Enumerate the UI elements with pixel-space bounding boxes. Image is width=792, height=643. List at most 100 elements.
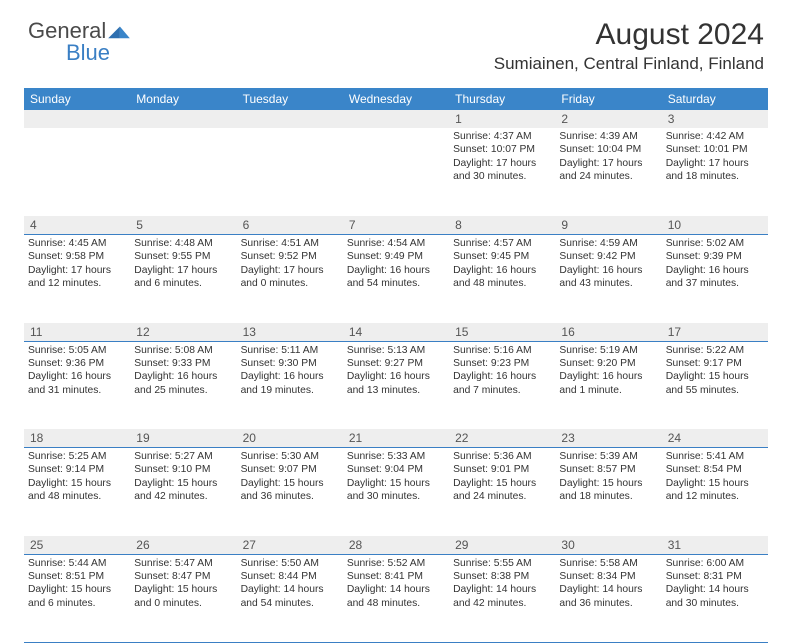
weekday-header: Friday	[555, 88, 661, 110]
day-details: Sunrise: 5:58 AMSunset: 8:34 PMDaylight:…	[559, 557, 657, 611]
sunset-line: Sunset: 9:58 PM	[28, 250, 126, 263]
sunrise-line: Sunrise: 5:50 AM	[241, 557, 339, 570]
day-number-row: 45678910	[24, 216, 768, 235]
day-cell: Sunrise: 5:33 AMSunset: 9:04 PMDaylight:…	[343, 448, 449, 536]
daylight1-line: Daylight: 15 hours	[134, 477, 232, 490]
daylight1-line: Daylight: 15 hours	[666, 370, 764, 383]
day-number: 9	[555, 216, 661, 235]
daylight2-line: and 12 minutes.	[28, 277, 126, 290]
sunset-line: Sunset: 9:45 PM	[453, 250, 551, 263]
day-cell: Sunrise: 5:41 AMSunset: 8:54 PMDaylight:…	[662, 448, 768, 536]
daylight1-line: Daylight: 16 hours	[453, 264, 551, 277]
day-number: 2	[555, 110, 661, 128]
day-cell: Sunrise: 4:39 AMSunset: 10:04 PMDaylight…	[555, 128, 661, 216]
day-cell: Sunrise: 4:57 AMSunset: 9:45 PMDaylight:…	[449, 235, 555, 323]
day-number: 24	[662, 429, 768, 448]
day-number: 26	[130, 536, 236, 555]
day-details: Sunrise: 5:30 AMSunset: 9:07 PMDaylight:…	[241, 450, 339, 504]
daylight2-line: and 37 minutes.	[666, 277, 764, 290]
daylight2-line: and 48 minutes.	[347, 597, 445, 610]
day-number	[343, 110, 449, 128]
day-cell: Sunrise: 5:50 AMSunset: 8:44 PMDaylight:…	[237, 554, 343, 642]
daylight2-line: and 36 minutes.	[559, 597, 657, 610]
day-details: Sunrise: 4:42 AMSunset: 10:01 PMDaylight…	[666, 130, 764, 184]
day-number: 1	[449, 110, 555, 128]
sunset-line: Sunset: 9:39 PM	[666, 250, 764, 263]
brand-word2: Blue	[66, 40, 130, 66]
day-cell: Sunrise: 4:54 AMSunset: 9:49 PMDaylight:…	[343, 235, 449, 323]
daylight1-line: Daylight: 17 hours	[28, 264, 126, 277]
sunrise-line: Sunrise: 5:08 AM	[134, 344, 232, 357]
day-number: 17	[662, 323, 768, 342]
daylight1-line: Daylight: 15 hours	[28, 583, 126, 596]
sunset-line: Sunset: 9:30 PM	[241, 357, 339, 370]
daylight2-line: and 55 minutes.	[666, 384, 764, 397]
day-details: Sunrise: 5:05 AMSunset: 9:36 PMDaylight:…	[28, 344, 126, 398]
day-number: 29	[449, 536, 555, 555]
day-cell: Sunrise: 5:55 AMSunset: 8:38 PMDaylight:…	[449, 554, 555, 642]
sunset-line: Sunset: 8:57 PM	[559, 463, 657, 476]
sunrise-line: Sunrise: 5:44 AM	[28, 557, 126, 570]
sunset-line: Sunset: 9:14 PM	[28, 463, 126, 476]
daylight1-line: Daylight: 16 hours	[559, 370, 657, 383]
week-row: Sunrise: 4:45 AMSunset: 9:58 PMDaylight:…	[24, 235, 768, 323]
sunset-line: Sunset: 10:04 PM	[559, 143, 657, 156]
week-row: Sunrise: 4:37 AMSunset: 10:07 PMDaylight…	[24, 128, 768, 216]
day-cell: Sunrise: 5:02 AMSunset: 9:39 PMDaylight:…	[662, 235, 768, 323]
day-cell: Sunrise: 5:39 AMSunset: 8:57 PMDaylight:…	[555, 448, 661, 536]
weekday-header: Saturday	[662, 88, 768, 110]
day-details: Sunrise: 5:02 AMSunset: 9:39 PMDaylight:…	[666, 237, 764, 291]
daylight1-line: Daylight: 15 hours	[559, 477, 657, 490]
sunrise-line: Sunrise: 4:37 AM	[453, 130, 551, 143]
daylight1-line: Daylight: 16 hours	[453, 370, 551, 383]
brand-logo: General Blue	[28, 18, 130, 66]
weekday-header: Tuesday	[237, 88, 343, 110]
daylight1-line: Daylight: 16 hours	[241, 370, 339, 383]
sunset-line: Sunset: 9:04 PM	[347, 463, 445, 476]
day-details: Sunrise: 5:36 AMSunset: 9:01 PMDaylight:…	[453, 450, 551, 504]
sunrise-line: Sunrise: 4:45 AM	[28, 237, 126, 250]
sunrise-line: Sunrise: 5:05 AM	[28, 344, 126, 357]
week-row: Sunrise: 5:05 AMSunset: 9:36 PMDaylight:…	[24, 341, 768, 429]
sunset-line: Sunset: 8:34 PM	[559, 570, 657, 583]
sunset-line: Sunset: 9:07 PM	[241, 463, 339, 476]
daylight1-line: Daylight: 17 hours	[453, 157, 551, 170]
daylight2-line: and 48 minutes.	[28, 490, 126, 503]
daylight2-line: and 54 minutes.	[347, 277, 445, 290]
day-details: Sunrise: 4:57 AMSunset: 9:45 PMDaylight:…	[453, 237, 551, 291]
day-details: Sunrise: 5:16 AMSunset: 9:23 PMDaylight:…	[453, 344, 551, 398]
day-number: 18	[24, 429, 130, 448]
daylight1-line: Daylight: 15 hours	[28, 477, 126, 490]
day-number: 8	[449, 216, 555, 235]
sunset-line: Sunset: 9:55 PM	[134, 250, 232, 263]
week-row: Sunrise: 5:44 AMSunset: 8:51 PMDaylight:…	[24, 554, 768, 642]
sunset-line: Sunset: 9:20 PM	[559, 357, 657, 370]
daylight1-line: Daylight: 15 hours	[666, 477, 764, 490]
day-number: 28	[343, 536, 449, 555]
sunset-line: Sunset: 9:23 PM	[453, 357, 551, 370]
daylight2-line: and 12 minutes.	[666, 490, 764, 503]
day-cell: Sunrise: 4:51 AMSunset: 9:52 PMDaylight:…	[237, 235, 343, 323]
day-number: 6	[237, 216, 343, 235]
daylight1-line: Daylight: 14 hours	[666, 583, 764, 596]
sunrise-line: Sunrise: 4:42 AM	[666, 130, 764, 143]
day-number-row: 123	[24, 110, 768, 128]
day-number: 22	[449, 429, 555, 448]
calendar-table: Sunday Monday Tuesday Wednesday Thursday…	[24, 88, 768, 642]
day-cell: Sunrise: 5:47 AMSunset: 8:47 PMDaylight:…	[130, 554, 236, 642]
daylight2-line: and 13 minutes.	[347, 384, 445, 397]
day-details: Sunrise: 4:48 AMSunset: 9:55 PMDaylight:…	[134, 237, 232, 291]
day-number: 25	[24, 536, 130, 555]
daylight2-line: and 42 minutes.	[134, 490, 232, 503]
day-details: Sunrise: 5:27 AMSunset: 9:10 PMDaylight:…	[134, 450, 232, 504]
sunset-line: Sunset: 8:44 PM	[241, 570, 339, 583]
sunrise-line: Sunrise: 5:27 AM	[134, 450, 232, 463]
day-cell: Sunrise: 6:00 AMSunset: 8:31 PMDaylight:…	[662, 554, 768, 642]
day-number: 14	[343, 323, 449, 342]
sunrise-line: Sunrise: 5:33 AM	[347, 450, 445, 463]
daylight1-line: Daylight: 17 hours	[241, 264, 339, 277]
day-cell: Sunrise: 5:05 AMSunset: 9:36 PMDaylight:…	[24, 341, 130, 429]
daylight2-line: and 24 minutes.	[453, 490, 551, 503]
sunrise-line: Sunrise: 5:41 AM	[666, 450, 764, 463]
daylight1-line: Daylight: 15 hours	[241, 477, 339, 490]
